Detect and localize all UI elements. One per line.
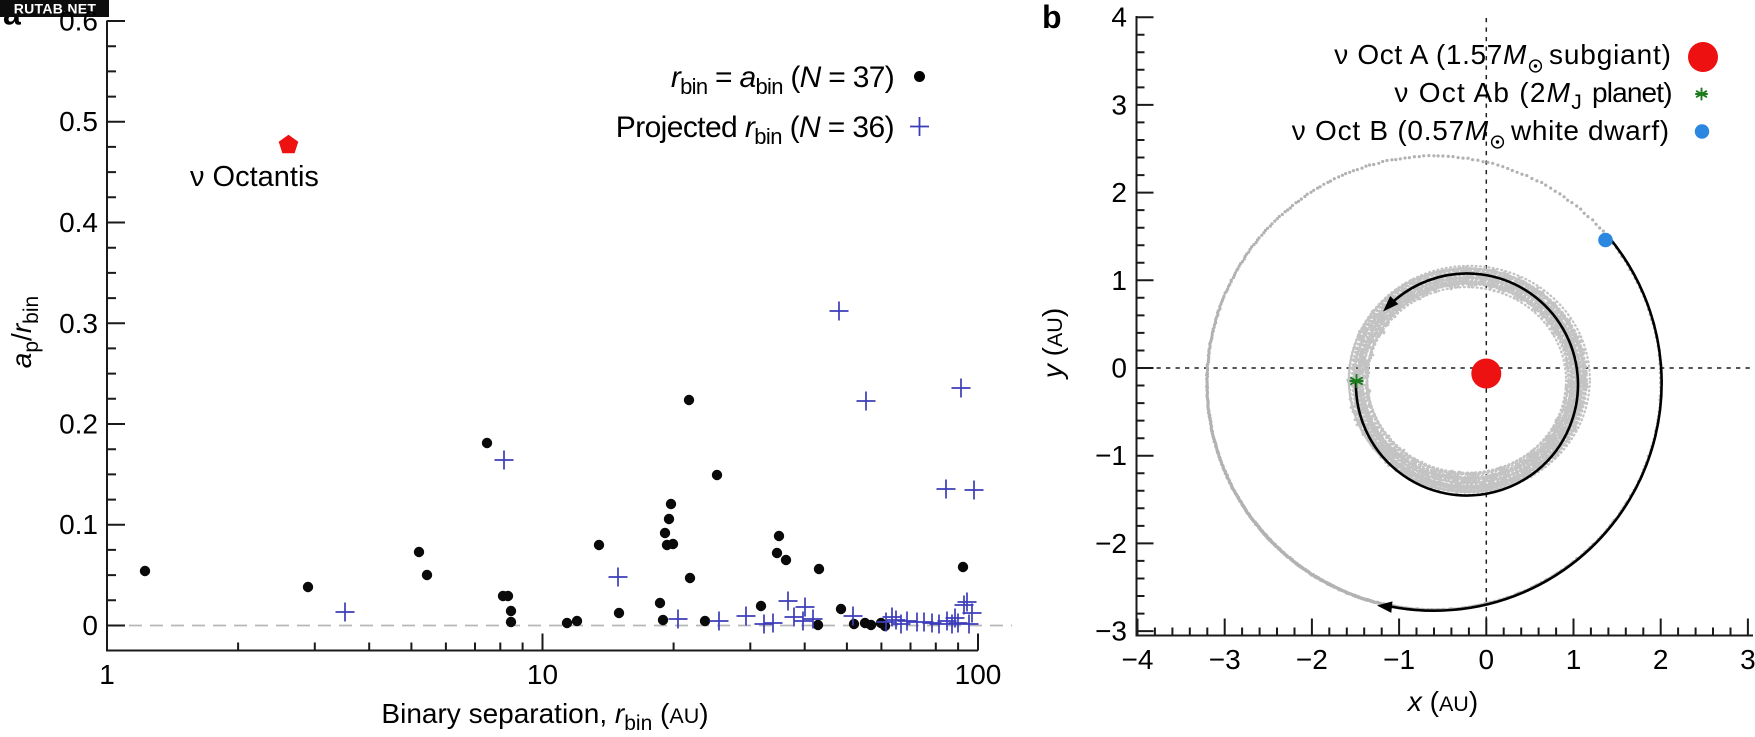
svg-text:y (AU): y (AU) — [1037, 308, 1068, 380]
svg-text:−3: −3 — [1095, 616, 1127, 647]
svg-text:−1: −1 — [1095, 440, 1127, 471]
svg-text:−1: −1 — [1383, 644, 1415, 675]
svg-text:10: 10 — [527, 659, 558, 690]
svg-text:1: 1 — [1111, 265, 1127, 296]
svg-text:0: 0 — [1479, 644, 1495, 675]
svg-text:4: 4 — [1111, 2, 1127, 33]
svg-text:ν Oct A (1.57M: ν Oct A (1.57M — [1334, 39, 1527, 70]
svg-text:0: 0 — [1111, 353, 1127, 384]
svg-text:2: 2 — [1653, 644, 1669, 675]
svg-text:3: 3 — [1740, 644, 1755, 675]
svg-text:1: 1 — [99, 659, 115, 690]
svg-text:Projected rbin (N = 36): Projected rbin (N = 36) — [616, 111, 894, 149]
svg-text:−3: −3 — [1209, 644, 1241, 675]
svg-text:subgiant): subgiant) — [1549, 39, 1672, 70]
svg-text:planet): planet) — [1592, 77, 1672, 108]
svg-text:ap/rbin: ap/rbin — [6, 296, 43, 368]
svg-text:rbin = abin (N = 37): rbin = abin (N = 37) — [671, 61, 894, 99]
svg-text:ν Octantis: ν Octantis — [190, 161, 319, 193]
svg-text:0.4: 0.4 — [59, 207, 98, 238]
svg-text:ν Oct B (0.57M: ν Oct B (0.57M — [1292, 115, 1489, 146]
svg-text:Binary separation, rbin (AU): Binary separation, rbin (AU) — [381, 698, 708, 735]
svg-text:b: b — [1042, 0, 1062, 35]
svg-text:0.1: 0.1 — [59, 509, 98, 540]
svg-text:0: 0 — [82, 610, 98, 641]
svg-text:0.5: 0.5 — [59, 106, 98, 137]
svg-text:ν Oct Ab (2MJ: ν Oct Ab (2MJ — [1394, 77, 1583, 114]
svg-text:x (AU): x (AU) — [1406, 686, 1478, 717]
svg-text:2: 2 — [1111, 177, 1127, 208]
svg-text:3: 3 — [1111, 89, 1127, 120]
svg-text:RUTAB.NET: RUTAB.NET — [14, 1, 97, 17]
svg-text:0.2: 0.2 — [59, 409, 98, 440]
svg-text:0.3: 0.3 — [59, 308, 98, 339]
svg-text:0.6: 0.6 — [59, 6, 98, 37]
svg-text:1: 1 — [1566, 644, 1582, 675]
svg-text:100: 100 — [955, 659, 1002, 690]
svg-text:−4: −4 — [1122, 644, 1154, 675]
svg-text:−2: −2 — [1296, 644, 1328, 675]
svg-text:white dwarf): white dwarf) — [1510, 115, 1670, 146]
svg-text:−2: −2 — [1095, 528, 1127, 559]
